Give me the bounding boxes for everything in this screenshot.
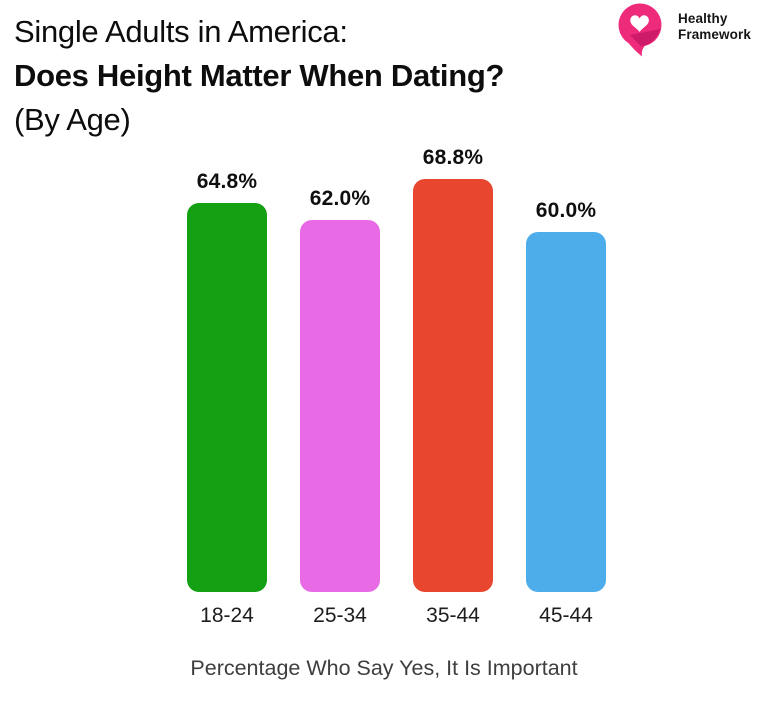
title-line-2: Does Height Matter When Dating? — [14, 58, 505, 93]
category-label-25-34: 25-34 — [313, 604, 367, 627]
bar-45-44 — [526, 232, 606, 592]
page-title: Single Adults in America: Does Height Ma… — [14, 10, 504, 142]
title-line-3: (By Age) — [14, 102, 131, 137]
title-line-1: Single Adults in America: — [14, 14, 348, 49]
brand-name-line-2: Framework — [678, 27, 751, 42]
brand-name-line-1: Healthy — [678, 11, 728, 26]
category-label-18-24: 18-24 — [200, 604, 254, 627]
category-label-45-44: 45-44 — [539, 604, 593, 627]
value-label-35-44: 68.8% — [422, 146, 484, 169]
x-axis-caption: Percentage Who Say Yes, It Is Important — [190, 656, 578, 680]
bar-18-24 — [187, 203, 267, 592]
category-label-35-44: 35-44 — [426, 604, 480, 627]
value-label-18-24: 64.8% — [196, 170, 258, 193]
bar-35-44 — [413, 179, 493, 592]
value-label-25-34: 62.0% — [309, 187, 371, 210]
bar-25-34 — [300, 220, 380, 592]
brand-name: Healthy Framework — [678, 11, 751, 43]
brand-logo: Healthy Framework — [617, 3, 751, 57]
heart-speech-bubble-icon — [618, 3, 662, 57]
value-label-45-44: 60.0% — [535, 199, 597, 222]
